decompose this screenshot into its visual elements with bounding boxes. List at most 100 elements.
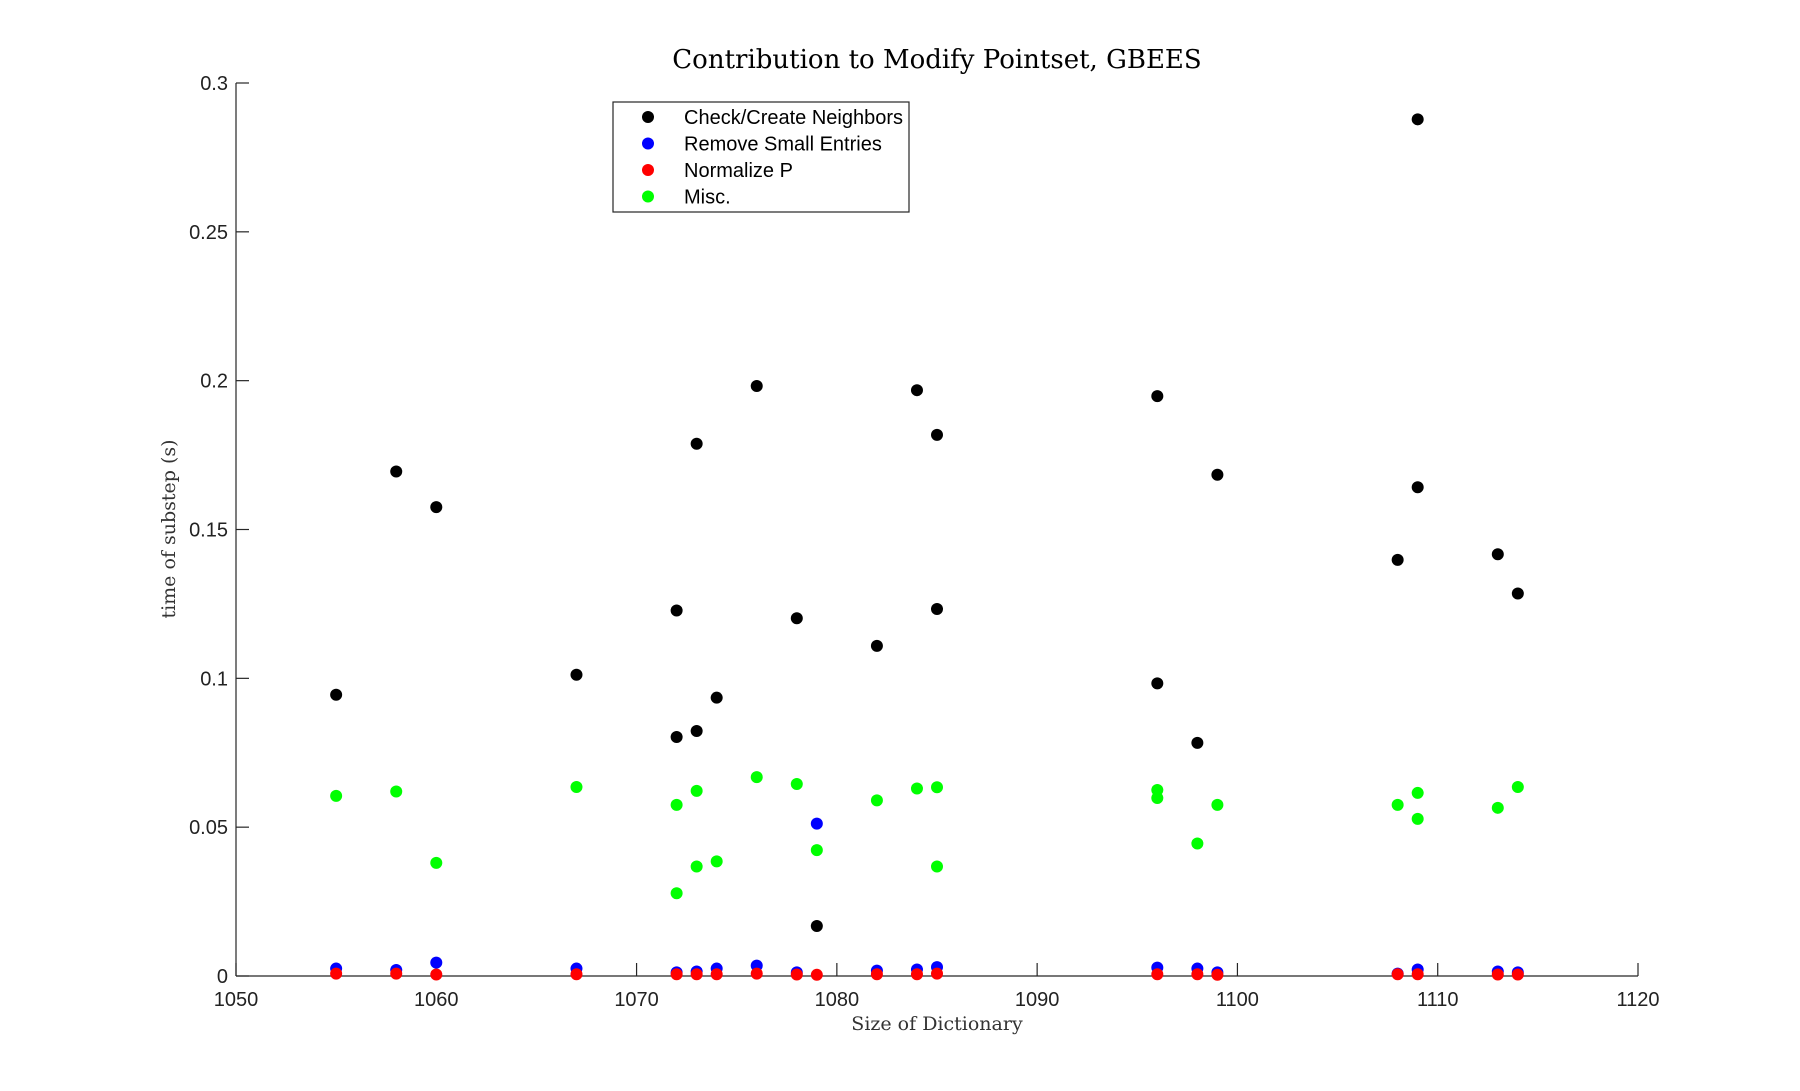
x-tick-label: 1050 [214, 989, 259, 1011]
y-axis-ticks: 0 0.05 0.1 0.15 0.2 0.25 0.3 [189, 73, 249, 988]
data-point [931, 967, 943, 980]
legend-marker [642, 190, 654, 203]
legend-marker [642, 111, 654, 123]
y-tick-label: 0.3 [200, 73, 228, 95]
data-point [670, 730, 683, 743]
legend-marker [642, 137, 654, 150]
y-tick-label: 0.05 [189, 817, 228, 839]
y-tick-label: 0.1 [200, 668, 228, 690]
data-point [931, 860, 943, 873]
data-point [790, 612, 803, 625]
legend: Check/Create Neighbors Remove Small Entri… [612, 101, 910, 213]
data-point [910, 782, 923, 795]
data-point [1411, 968, 1424, 981]
data-point [430, 956, 443, 969]
x-tick-label: 1090 [1015, 989, 1060, 1011]
data-point [1511, 587, 1524, 600]
data-point [1151, 791, 1164, 804]
data-point [1511, 968, 1524, 981]
data-point [330, 789, 343, 802]
data-point [1491, 548, 1504, 561]
data-point [1191, 736, 1204, 749]
data-point [690, 725, 703, 738]
data-point [1151, 677, 1164, 690]
data-point [430, 968, 443, 981]
data-point [1191, 968, 1204, 981]
legend-label: Normalize P [684, 160, 793, 182]
data-point [810, 817, 823, 830]
data-point [1211, 468, 1224, 481]
x-axis-label: Size of Dictionary [851, 1013, 1023, 1035]
series-3 [330, 771, 1524, 900]
x-axis-ticks: 1050 1060 1070 1080 1090 1100 1110 1120 [214, 963, 1660, 1011]
data-point [870, 794, 883, 807]
x-tick-label: 1060 [414, 989, 459, 1011]
data-point [690, 968, 703, 981]
y-axis-label: time of substep (s) [158, 439, 180, 618]
data-point [790, 778, 803, 791]
data-point [870, 639, 883, 652]
data-point [1411, 786, 1424, 799]
data-point [1151, 390, 1164, 403]
data-point [1391, 553, 1404, 566]
data-point [750, 967, 763, 980]
x-tick-label: 1100 [1216, 989, 1259, 1011]
data-point [710, 855, 723, 868]
data-point [390, 967, 403, 980]
data-point [1411, 481, 1424, 494]
data-point [330, 688, 343, 701]
data-point [1491, 801, 1504, 814]
data-point [430, 856, 443, 869]
data-point [430, 501, 443, 514]
data-point [750, 771, 763, 784]
data-point [690, 860, 703, 873]
data-point [910, 384, 923, 397]
data-point [710, 968, 723, 981]
data-point [1411, 812, 1424, 825]
legend-marker [642, 164, 654, 176]
data-point [1511, 780, 1524, 793]
data-point [1411, 113, 1424, 126]
data-point [330, 967, 343, 980]
data-point [670, 798, 683, 811]
data-point [1391, 798, 1404, 811]
data-point [1391, 968, 1404, 981]
data-point [810, 968, 823, 981]
data-point [810, 844, 823, 857]
data-point [931, 602, 943, 615]
data-point [690, 784, 703, 797]
data-point [570, 968, 583, 981]
data-point [570, 668, 583, 681]
data-point [1211, 798, 1224, 811]
data-point [931, 781, 943, 794]
data-point [931, 428, 943, 441]
data-points [330, 113, 1524, 981]
y-tick-label: 0.15 [189, 520, 228, 542]
data-point [710, 691, 723, 704]
legend-label: Misc. [684, 187, 731, 209]
y-tick-label: 0.25 [189, 222, 228, 244]
data-point [670, 604, 683, 617]
data-point [810, 919, 823, 932]
x-tick-label: 1080 [815, 989, 860, 1011]
x-tick-label: 1070 [614, 989, 659, 1011]
y-tick-label: 0 [217, 966, 228, 988]
x-tick-label: 1120 [1616, 989, 1659, 1011]
legend-box [612, 101, 910, 213]
data-point [570, 780, 583, 793]
data-point [390, 465, 403, 478]
data-point [790, 968, 803, 981]
data-point [1191, 837, 1204, 850]
y-tick-label: 0.2 [200, 371, 228, 393]
legend-label: Remove Small Entries [684, 134, 882, 156]
data-point [750, 380, 763, 393]
data-point [910, 968, 923, 981]
data-point [390, 785, 403, 798]
chart-title: Contribution to Modify Pointset, GBEES [672, 45, 1201, 75]
legend-label: Check/Create Neighbors [684, 107, 903, 129]
x-tick-label: 1110 [1417, 989, 1459, 1011]
data-point [670, 887, 683, 900]
data-point [1211, 968, 1224, 981]
data-point [670, 968, 683, 981]
data-point [690, 437, 703, 450]
